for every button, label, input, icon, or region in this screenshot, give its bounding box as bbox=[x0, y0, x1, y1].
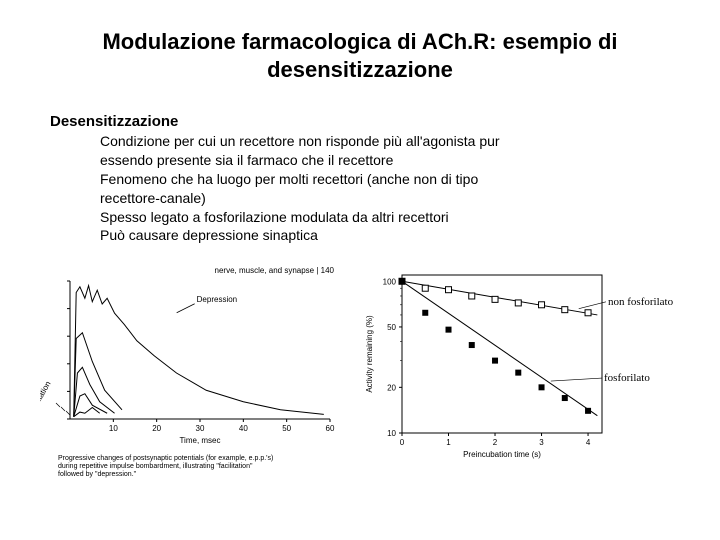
caption-line: during repetitive impulse bombardment, i… bbox=[58, 463, 308, 471]
figure-right-svg: 10 20 50 100 Activity remaining (%) 0 1 2 3 4 Prei… bbox=[360, 263, 680, 463]
slide-title: Modulazione farmacologica di ACh.R: esem… bbox=[100, 28, 620, 83]
svg-text:Activity remaining (%): Activity remaining (%) bbox=[365, 315, 374, 393]
svg-text:60: 60 bbox=[326, 424, 335, 433]
svg-text:10: 10 bbox=[387, 429, 396, 438]
body-block: Condizione per cui un recettore non risp… bbox=[100, 132, 670, 245]
svg-text:1: 1 bbox=[446, 438, 451, 447]
svg-text:2: 2 bbox=[493, 438, 498, 447]
body-line: Spesso legato a fosforilazione modulata … bbox=[100, 208, 670, 227]
svg-text:50: 50 bbox=[387, 323, 396, 332]
svg-text:3: 3 bbox=[539, 438, 544, 447]
section-heading: Desensitizzazione bbox=[50, 113, 670, 130]
svg-text:40: 40 bbox=[239, 424, 248, 433]
figure-left: nerve, muscle, and synapse | 140 10 20 30 40… bbox=[40, 263, 340, 478]
svg-text:nerve, muscle, and synapse | 1: nerve, muscle, and synapse | 140 bbox=[215, 266, 335, 275]
svg-text:30: 30 bbox=[196, 424, 205, 433]
caption-line: followed by "depression." bbox=[58, 471, 308, 479]
svg-text:Time, msec: Time, msec bbox=[179, 436, 220, 445]
svg-text:Facilitation: Facilitation bbox=[40, 380, 53, 418]
body-line: Fenomeno che ha luogo per molti recettor… bbox=[100, 170, 670, 189]
body-line: recettore-canale) bbox=[100, 189, 670, 208]
body-line: Può causare depressione sinaptica bbox=[100, 226, 670, 245]
body-line: Condizione per cui un recettore non risp… bbox=[100, 132, 670, 151]
svg-text:Preincubation time (s): Preincubation time (s) bbox=[463, 450, 541, 459]
svg-text:50: 50 bbox=[282, 424, 291, 433]
svg-text:fosforilato: fosforilato bbox=[604, 372, 650, 384]
svg-text:20: 20 bbox=[152, 424, 161, 433]
figure-left-caption: Progressive changes of postsynaptic pote… bbox=[58, 455, 308, 478]
svg-text:4: 4 bbox=[586, 438, 591, 447]
svg-text:100: 100 bbox=[383, 278, 397, 287]
caption-line: Progressive changes of postsynaptic pote… bbox=[58, 455, 308, 463]
svg-text:20: 20 bbox=[387, 384, 396, 393]
figure-right: 10 20 50 100 Activity remaining (%) 0 1 2 3 4 Prei… bbox=[360, 263, 680, 463]
title-line-1: Modulazione farmacologica di ACh.R: esem… bbox=[102, 29, 617, 54]
svg-text:non fosforilato: non fosforilato bbox=[608, 296, 674, 308]
svg-text:0: 0 bbox=[400, 438, 405, 447]
svg-text:10: 10 bbox=[109, 424, 118, 433]
figure-left-svg: nerve, muscle, and synapse | 140 10 20 30 40… bbox=[40, 263, 340, 453]
title-line-2: desensitizzazione bbox=[267, 57, 453, 82]
svg-text:Depression: Depression bbox=[197, 295, 237, 304]
body-line: essendo presente sia il farmaco che il r… bbox=[100, 151, 670, 170]
